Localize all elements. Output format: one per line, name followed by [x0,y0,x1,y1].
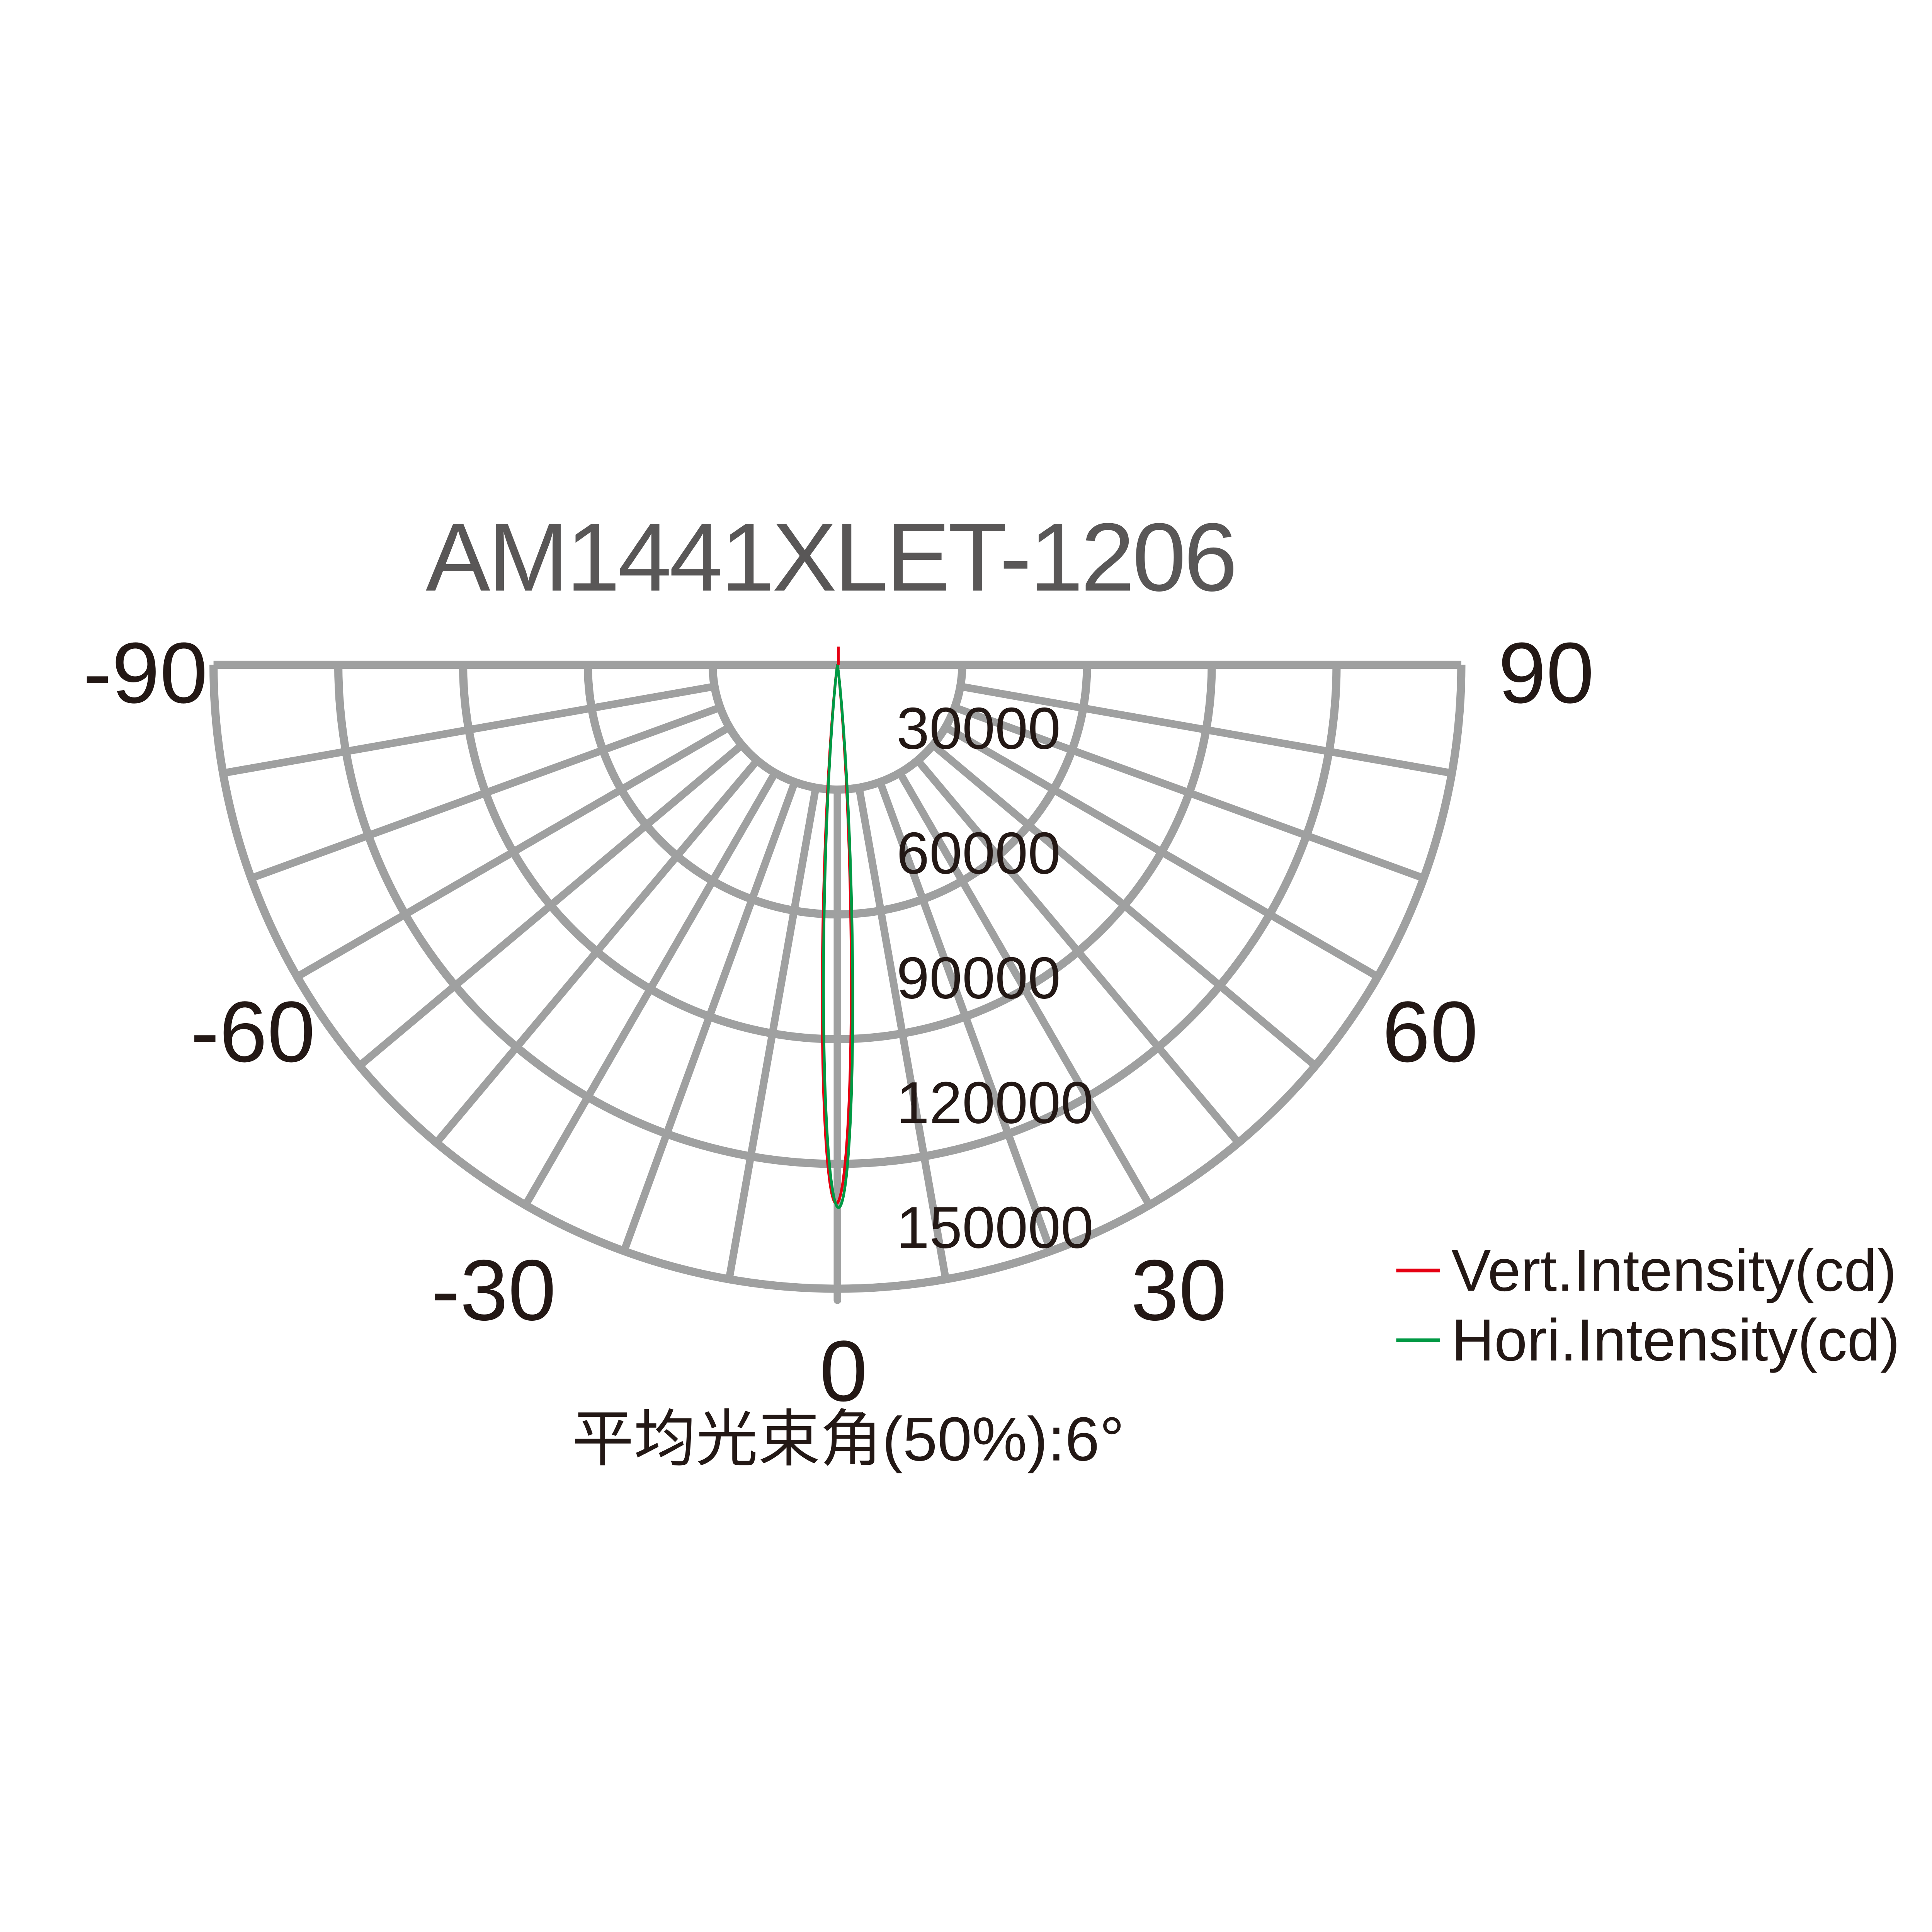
ring-label-60000: 60000 [896,821,1061,886]
ring-label-150000: 150000 [896,1195,1094,1260]
chart-title: AM1441XLET-1206 [426,503,1235,611]
angle-label-0: 0 [820,1323,867,1419]
intensity-curves [821,646,854,1209]
angle-label-neg60: -60 [190,984,315,1080]
ring-label-120000: 120000 [896,1070,1094,1136]
angle-label-neg90: -90 [83,625,208,721]
ring-label-90000: 90000 [896,945,1061,1011]
angle-label-neg30: -30 [431,1242,556,1338]
angle-label-90: 90 [1498,625,1594,721]
legend: Vert.Intensity(cd) Hori.Intensity(cd) [1396,1237,1900,1373]
legend-hori-label: Hori.Intensity(cd) [1451,1307,1900,1373]
angle-label-60: 60 [1382,984,1478,1080]
ring-label-30000: 30000 [896,696,1061,762]
polar-grid-spokes [219,682,1456,1304]
beam-angle-footnote: 平均光束角(50%):6° [572,1405,1124,1474]
radial-labels: 30000 60000 90000 120000 150000 [896,696,1094,1261]
hori-intensity-curve [822,663,854,1209]
legend-vert-label: Vert.Intensity(cd) [1451,1237,1897,1304]
angle-label-30: 30 [1131,1242,1226,1338]
angle-labels: -90 -60 -30 0 30 60 90 [83,625,1594,1419]
